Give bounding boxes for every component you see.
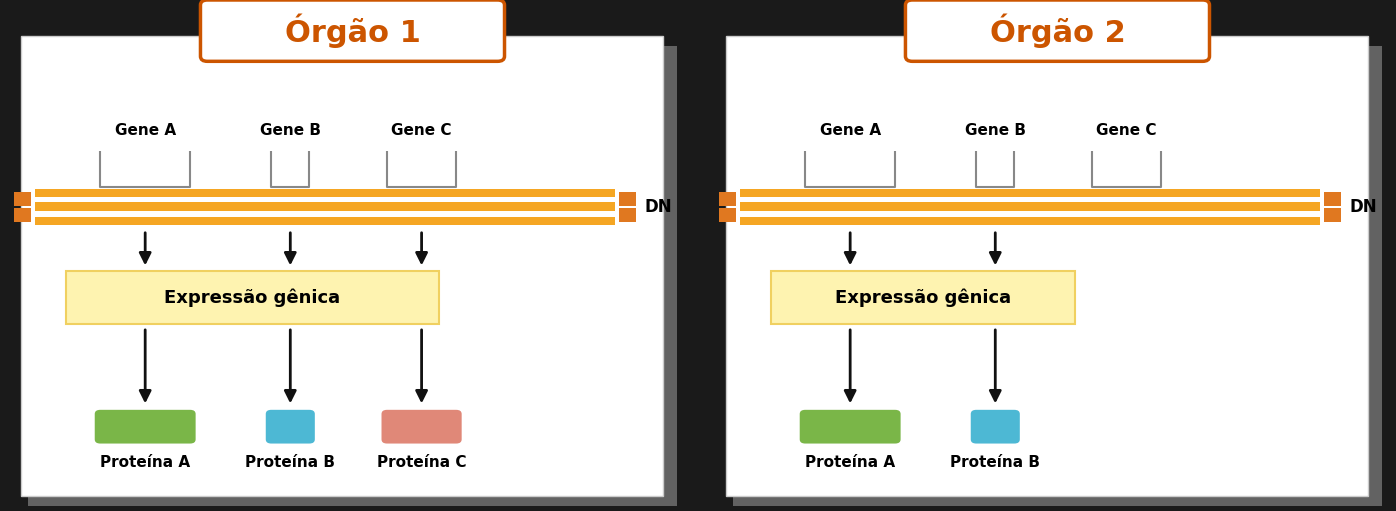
- Bar: [740, 212, 1321, 217]
- FancyBboxPatch shape: [381, 410, 462, 444]
- Text: Gene B: Gene B: [260, 123, 321, 138]
- Bar: [35, 212, 616, 217]
- Bar: [740, 189, 1321, 225]
- FancyBboxPatch shape: [800, 410, 900, 444]
- Bar: [740, 197, 1321, 202]
- Text: Proteína B: Proteína B: [951, 455, 1040, 470]
- Bar: [35, 197, 616, 202]
- Text: Proteína A: Proteína A: [101, 455, 190, 470]
- Text: Expressão gênica: Expressão gênica: [165, 288, 341, 307]
- Bar: [66, 271, 438, 324]
- Text: DN: DN: [1350, 198, 1378, 216]
- FancyBboxPatch shape: [726, 36, 1368, 496]
- Bar: [719, 192, 736, 206]
- FancyBboxPatch shape: [970, 410, 1020, 444]
- Text: Gene C: Gene C: [1096, 123, 1157, 138]
- FancyBboxPatch shape: [201, 0, 504, 61]
- Text: Proteína B: Proteína B: [246, 455, 335, 470]
- Bar: [618, 192, 635, 206]
- Text: Órgão 2: Órgão 2: [990, 13, 1125, 48]
- Bar: [35, 189, 616, 225]
- Text: Gene A: Gene A: [114, 123, 176, 138]
- Text: Gene B: Gene B: [965, 123, 1026, 138]
- Bar: [719, 208, 736, 222]
- Text: Gene C: Gene C: [391, 123, 452, 138]
- Bar: [1323, 192, 1340, 206]
- Text: Órgão 1: Órgão 1: [285, 13, 420, 48]
- Text: Gene A: Gene A: [819, 123, 881, 138]
- FancyBboxPatch shape: [95, 410, 195, 444]
- Bar: [14, 208, 31, 222]
- FancyBboxPatch shape: [28, 46, 677, 506]
- FancyBboxPatch shape: [906, 0, 1209, 61]
- FancyBboxPatch shape: [265, 410, 315, 444]
- Bar: [618, 208, 635, 222]
- Text: Proteína A: Proteína A: [805, 455, 895, 470]
- Bar: [771, 271, 1075, 324]
- Bar: [14, 192, 31, 206]
- FancyBboxPatch shape: [733, 46, 1382, 506]
- Bar: [1323, 208, 1340, 222]
- Text: Proteína C: Proteína C: [377, 455, 466, 470]
- Text: Expressão gênica: Expressão gênica: [835, 288, 1011, 307]
- Text: DN: DN: [645, 198, 673, 216]
- FancyBboxPatch shape: [21, 36, 663, 496]
